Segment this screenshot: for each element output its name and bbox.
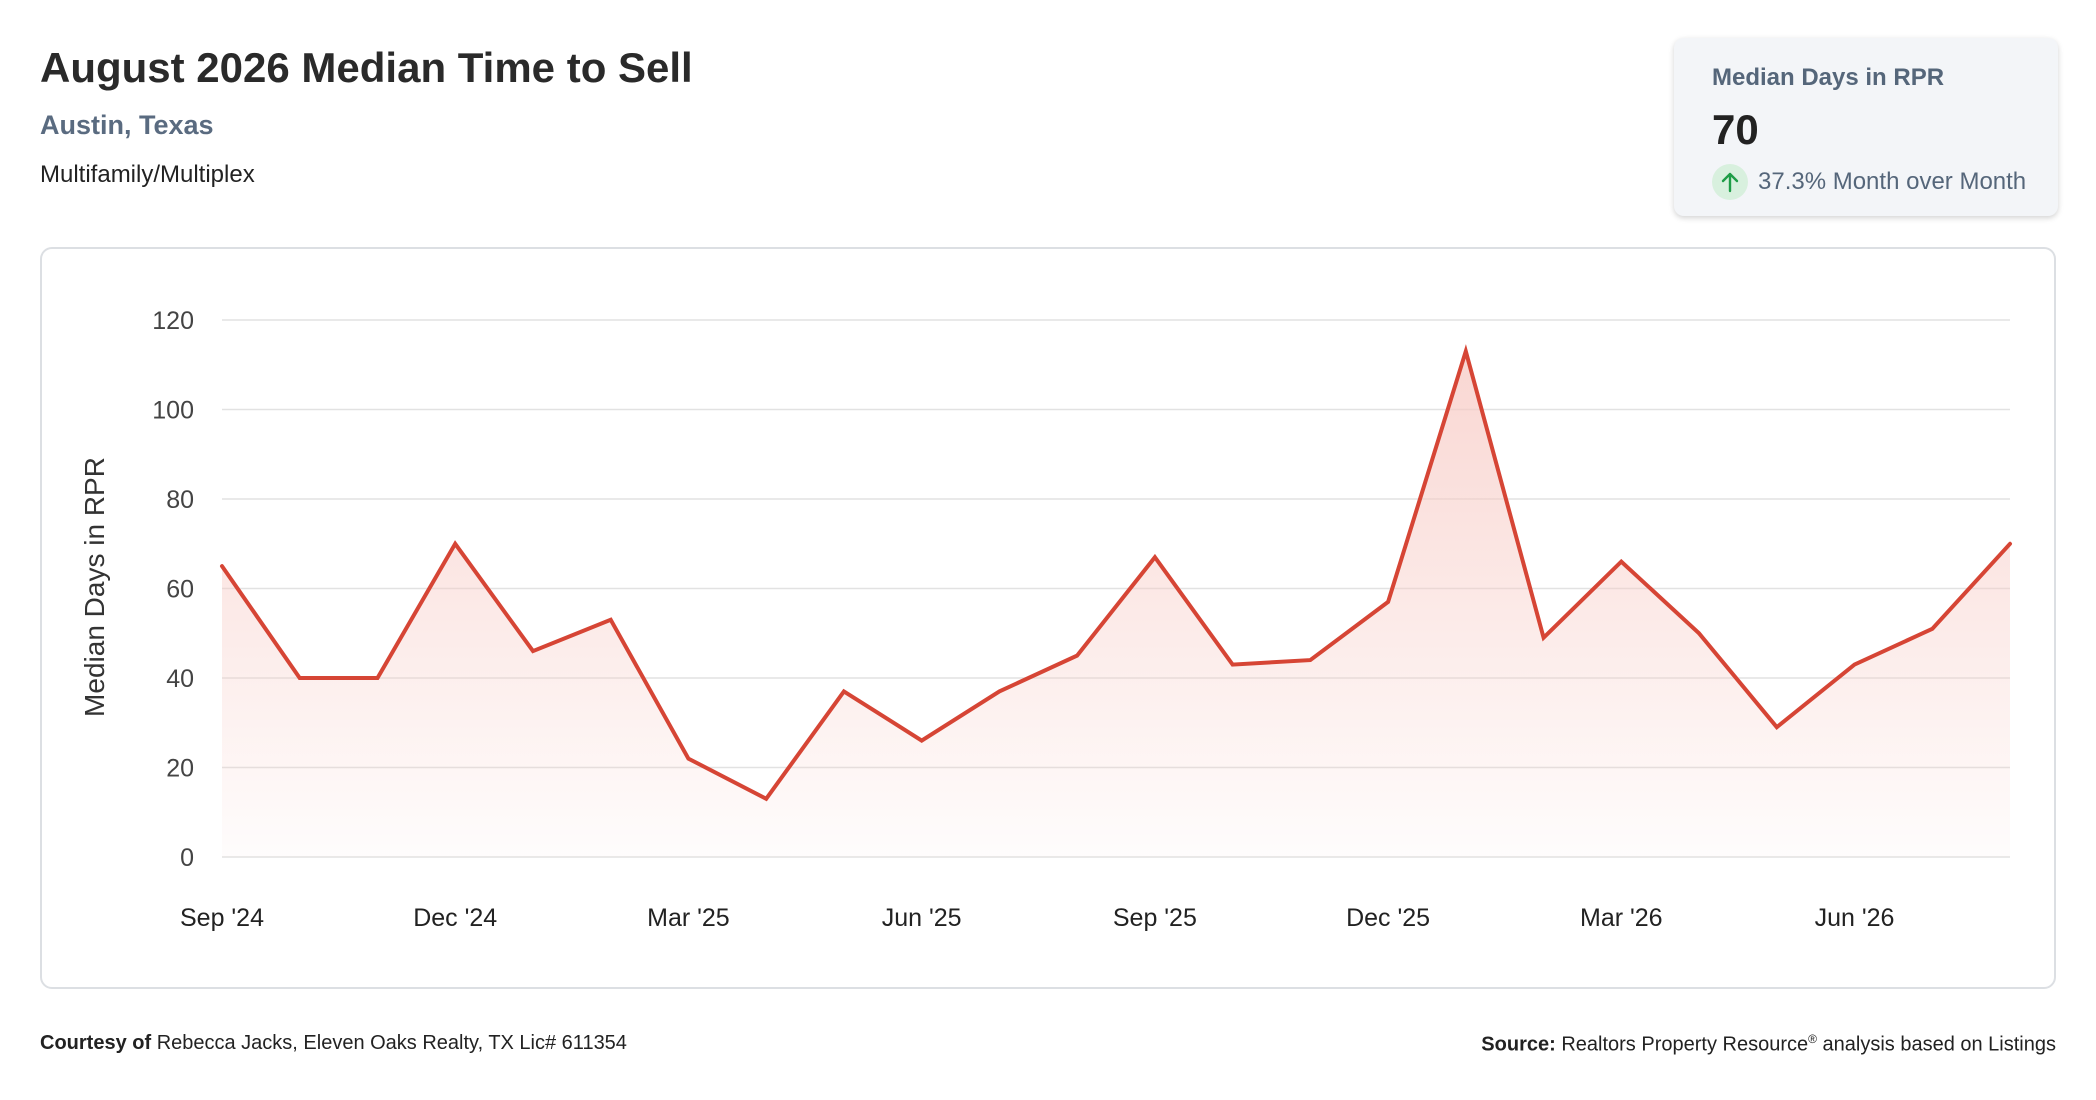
property-type: Multifamily/Multiplex: [40, 161, 255, 188]
x-tick-label: Mar '26: [1580, 904, 1663, 932]
y-tick-label: 20: [166, 755, 194, 783]
y-tick-label: 100: [152, 397, 194, 425]
x-tick-label: Sep '25: [1113, 904, 1197, 932]
y-tick-label: 60: [166, 576, 194, 604]
y-tick-label: 40: [166, 665, 194, 693]
y-axis-label: Median Days in RPR: [79, 457, 110, 717]
y-tick-label: 120: [152, 307, 194, 335]
x-tick-label: Jun '26: [1815, 904, 1895, 932]
source-label: Source:: [1481, 1033, 1556, 1056]
source-suffix: analysis based on Listings: [1822, 1033, 2056, 1056]
x-tick-label: Jun '25: [882, 904, 962, 932]
courtesy-text: Rebecca Jacks, Eleven Oaks Realty, TX Li…: [156, 1032, 627, 1054]
x-tick-label: Sep '24: [180, 904, 264, 932]
chart-card: 0 20 40 60 80 100 120 Sep '24 Dec '24 Mar '25 Jun…: [40, 247, 2056, 989]
kpi-change-text: 37.3% Month over Month: [1758, 168, 2027, 195]
y-tick-label: 80: [166, 486, 194, 514]
location-subtitle: Austin, Texas: [40, 110, 214, 140]
courtesy-footer: Courtesy of Rebecca Jacks, Eleven Oaks R…: [40, 1032, 627, 1055]
x-tick-label: Dec '24: [413, 904, 497, 932]
source-text: Realtors Property Resource: [1561, 1033, 1809, 1056]
kpi-change: 37.3% Month over Month: [1712, 162, 2026, 202]
x-tick-label: Mar '25: [647, 904, 730, 932]
kpi-value: 70: [1712, 106, 1759, 153]
series-area: [222, 351, 2010, 857]
courtesy-label: Courtesy of: [40, 1032, 152, 1054]
registered-mark: ®: [1808, 1032, 1817, 1046]
page-title: August 2026 Median Time to Sell: [40, 44, 693, 91]
median-days-chart: 0 20 40 60 80 100 120 Sep '24 Dec '24 Mar '25 Jun…: [79, 307, 2012, 932]
x-tick-label: Dec '25: [1346, 904, 1430, 932]
arrow-up-icon: [1712, 164, 1748, 200]
series-line: [220, 344, 2012, 802]
source-footer: Source: Realtors Property Resource® anal…: [1481, 1032, 2056, 1057]
y-tick-label: 0: [180, 844, 194, 872]
kpi-card: Median Days in RPR 70 37.3% Month over M…: [1674, 38, 2058, 216]
kpi-label: Median Days in RPR: [1712, 64, 1945, 91]
